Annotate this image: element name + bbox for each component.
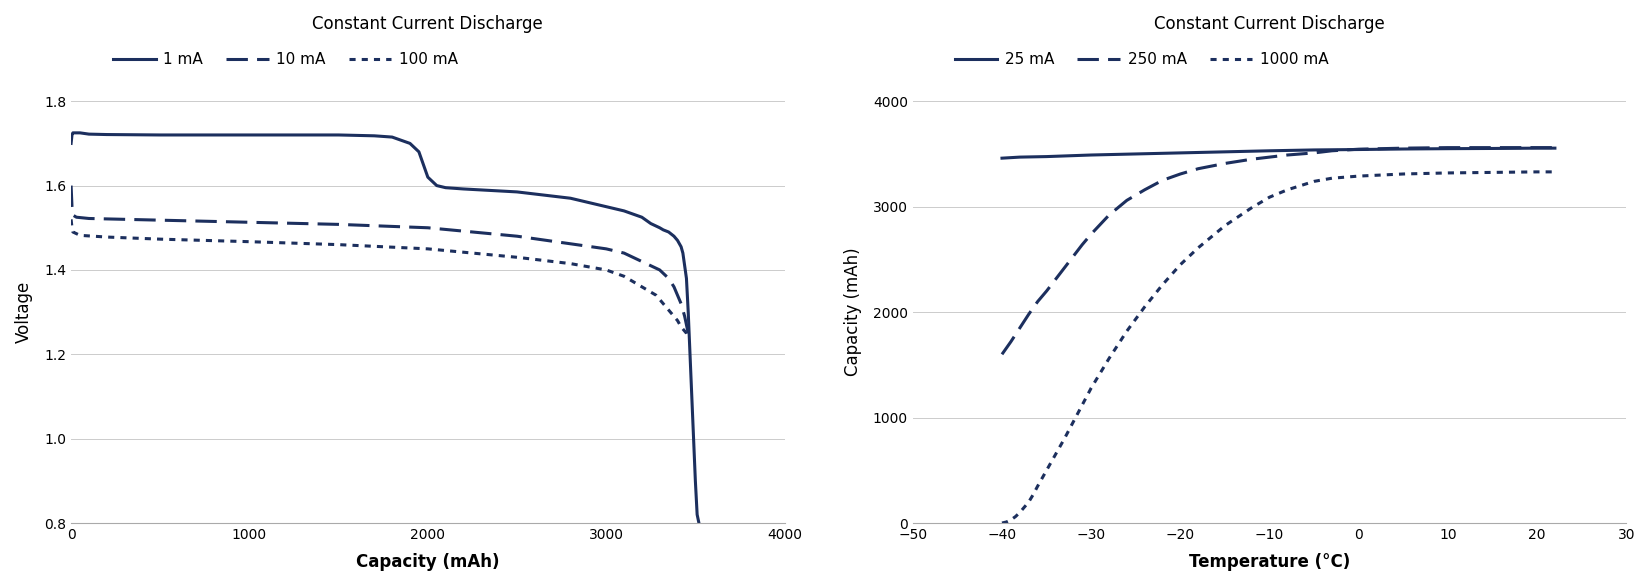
Legend: 25 mA, 250 mA, 1000 mA: 25 mA, 250 mA, 1000 mA	[949, 46, 1335, 74]
Title: Constant Current Discharge: Constant Current Discharge	[312, 15, 543, 33]
Title: Constant Current Discharge: Constant Current Discharge	[1153, 15, 1384, 33]
Y-axis label: Capacity (mAh): Capacity (mAh)	[843, 248, 861, 376]
Legend: 1 mA, 10 mA, 100 mA: 1 mA, 10 mA, 100 mA	[107, 46, 464, 74]
X-axis label: Temperature (°C): Temperature (°C)	[1190, 553, 1350, 571]
X-axis label: Capacity (mAh): Capacity (mAh)	[356, 553, 500, 571]
Y-axis label: Voltage: Voltage	[15, 281, 33, 343]
